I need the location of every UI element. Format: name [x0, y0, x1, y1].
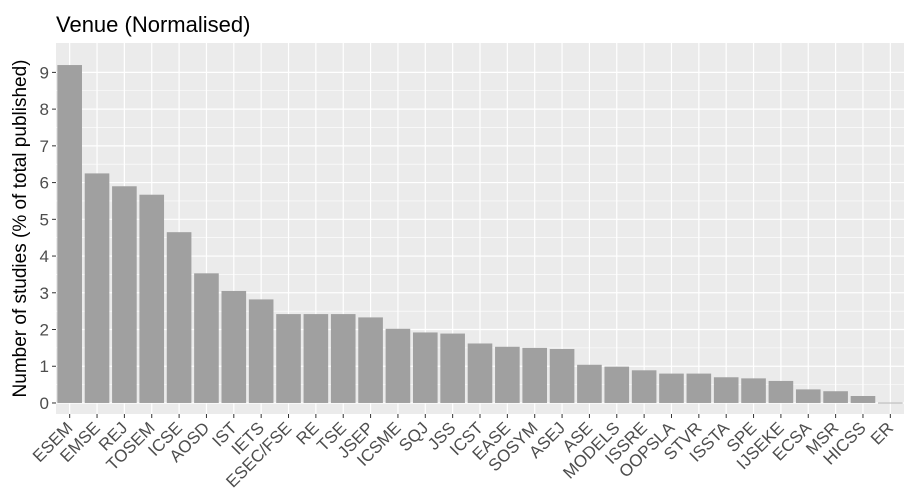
bar	[823, 391, 848, 403]
y-tick-label: 2	[40, 321, 49, 340]
bar	[440, 333, 465, 403]
y-tick-label: 3	[40, 284, 49, 303]
bar	[659, 373, 684, 403]
bar	[495, 346, 520, 403]
y-tick-label: 5	[40, 210, 49, 229]
bar	[57, 65, 82, 403]
bar	[112, 186, 137, 403]
y-tick-label: 1	[40, 357, 49, 376]
bar	[358, 317, 383, 403]
bar	[221, 290, 247, 403]
y-tick-label: 0	[40, 394, 49, 413]
x-tick-label: ER	[867, 418, 897, 448]
y-axis: 0 1 2 3 4 5 6 7 8 9	[40, 63, 56, 413]
x-axis: ESEMEMSEREJTOSEMICSEAOSDISTIETSESEC/FSER…	[29, 414, 897, 491]
bar	[549, 348, 575, 403]
y-tick-label: 7	[40, 137, 49, 156]
bar	[577, 364, 602, 403]
y-tick-label: 6	[40, 174, 49, 193]
chart-title: Venue (Normalised)	[56, 12, 251, 37]
bar	[604, 366, 630, 403]
bar	[139, 194, 165, 403]
bar	[850, 396, 876, 403]
y-tick-label: 8	[40, 100, 49, 119]
bar	[303, 314, 329, 403]
bar	[686, 373, 712, 403]
bar	[84, 173, 110, 403]
y-tick-label: 4	[40, 247, 49, 266]
bar	[276, 314, 301, 403]
bar	[795, 389, 821, 403]
bars	[57, 65, 903, 404]
bar	[878, 402, 903, 404]
bar	[741, 378, 766, 403]
bar	[467, 343, 493, 403]
y-axis-title: Number of studies (% of total published)	[10, 60, 31, 398]
bar	[385, 328, 411, 403]
bar	[522, 347, 548, 403]
bar	[330, 314, 356, 403]
bar	[713, 377, 739, 403]
y-tick-label: 9	[40, 63, 49, 82]
bar	[768, 380, 794, 403]
bar	[248, 299, 274, 403]
bar	[166, 232, 192, 403]
bar	[194, 273, 219, 403]
bar	[412, 332, 438, 403]
bar	[631, 370, 657, 403]
